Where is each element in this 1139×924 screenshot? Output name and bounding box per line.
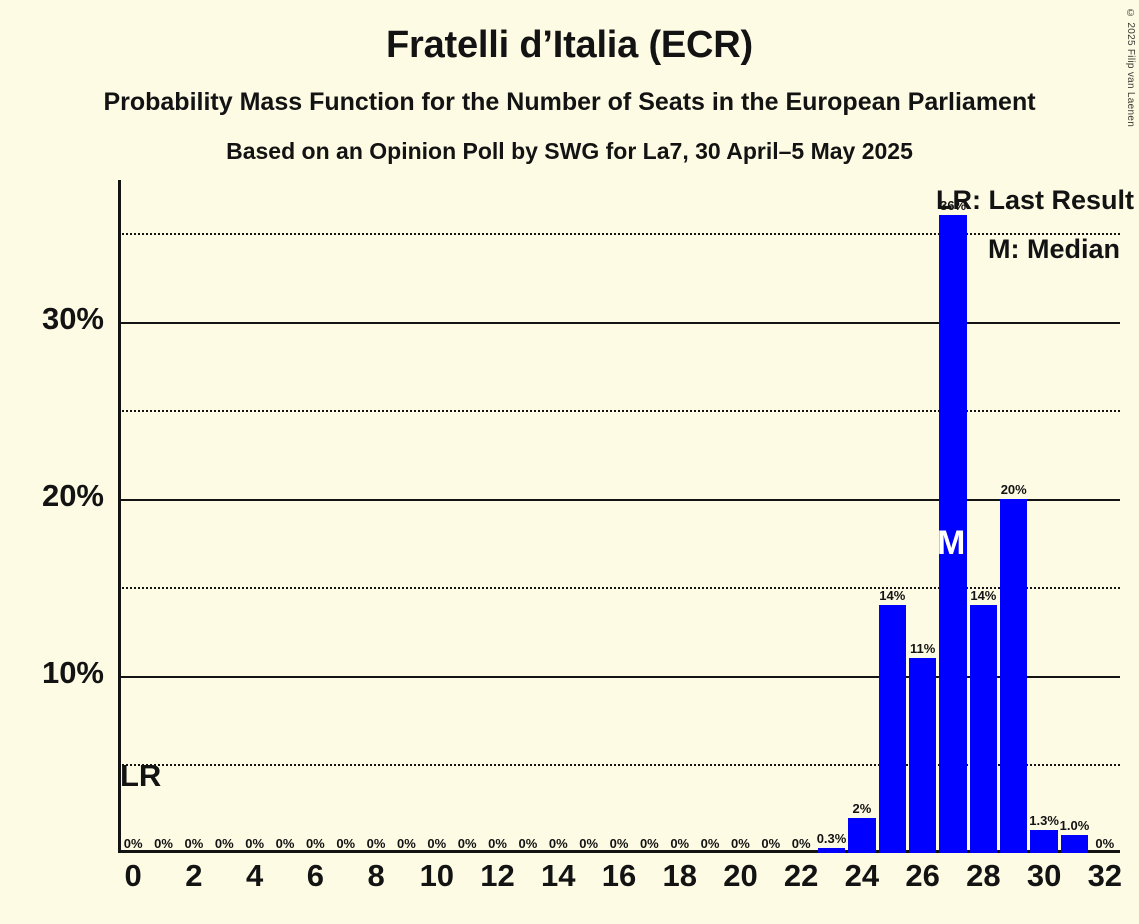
x-tick-label-28: 28 <box>966 858 1001 893</box>
x-tick-label-6: 6 <box>306 858 324 893</box>
bar-label-seat-15: 0% <box>579 836 599 851</box>
x-tick-label-20: 20 <box>723 858 758 893</box>
bar-label-seat-1: 0% <box>154 836 173 851</box>
bar-label-seat-17: 0% <box>639 836 659 851</box>
bar-label-seat-21: 0% <box>761 836 781 851</box>
bar-label-seat-28: 14% <box>970 588 997 604</box>
x-tick-label-30: 30 <box>1026 858 1062 893</box>
bar-label-seat-0: 0% <box>123 836 143 851</box>
copyright-notice: © 2025 Filip van Laenen <box>1125 8 1136 128</box>
gridline-35 <box>118 233 1120 236</box>
bar-label-seat-10: 0% <box>427 836 447 851</box>
bar-label-seat-5: 0% <box>275 836 295 851</box>
x-tick-label-24: 24 <box>844 858 880 893</box>
last-result-marker: LR <box>120 758 162 794</box>
bar-label-seat-22: 0% <box>791 836 811 851</box>
y-tick-label-10%: 10% <box>41 654 104 690</box>
y-tick-label-30%: 30% <box>41 300 104 336</box>
gridline-20 <box>118 498 1120 501</box>
x-tick-label-16: 16 <box>601 858 637 893</box>
x-axis-line <box>118 850 1120 853</box>
gridline-25 <box>118 410 1120 413</box>
bar-label-seat-16: 0% <box>609 836 629 851</box>
x-tick-label-12: 12 <box>480 858 515 893</box>
gridline-30 <box>118 321 1120 324</box>
bar-label-seat-2: 0% <box>184 836 204 851</box>
x-tick-label-18: 18 <box>662 858 697 893</box>
bar-seat-27[interactable] <box>939 215 967 853</box>
y-axis-line <box>118 180 121 853</box>
bar-label-seat-18: 0% <box>670 836 690 851</box>
bar-label-seat-25: 14% <box>879 588 906 604</box>
legend-median: M: Median <box>988 234 1120 264</box>
chart-subtitle: Probability Mass Function for the Number… <box>103 88 1036 116</box>
bar-label-seat-7: 0% <box>336 836 356 851</box>
bar-seat-31[interactable] <box>1060 835 1089 853</box>
gridline-10 <box>118 675 1120 678</box>
x-tick-label-32: 32 <box>1087 858 1123 893</box>
x-tick-label-22: 22 <box>783 858 819 893</box>
bar-label-seat-20: 0% <box>731 836 750 851</box>
gridline-5 <box>118 764 1120 767</box>
x-tick-label-14: 14 <box>541 858 576 893</box>
bar-label-seat-30: 1.3% <box>1029 812 1059 828</box>
chart-source-line: Based on an Opinion Poll by SWG for La7,… <box>226 138 913 164</box>
bar-seat-28[interactable] <box>969 605 997 853</box>
gridline-15 <box>118 587 1120 590</box>
legend-last-result: LR: Last Result <box>936 185 1135 215</box>
bar-label-seat-14: 0% <box>548 836 568 851</box>
bar-seat-30[interactable] <box>1030 829 1058 853</box>
bar-label-seat-9: 0% <box>397 836 416 851</box>
bar-label-seat-19: 0% <box>700 836 720 851</box>
bar-seat-29[interactable] <box>1000 498 1028 853</box>
bar-label-seat-27: 36% <box>939 198 967 214</box>
median-marker: M <box>937 524 966 563</box>
bar-seat-24[interactable] <box>848 817 876 853</box>
plot-area: LR M <box>118 180 1120 853</box>
bar-label-seat-26: 11% <box>909 641 936 657</box>
bar-label-seat-11: 0% <box>457 836 477 851</box>
bar-label-seat-31: 1.0% <box>1059 818 1090 834</box>
x-tick-label-26: 26 <box>905 858 940 893</box>
bar-label-seat-4: 0% <box>245 836 265 851</box>
x-tick-label-8: 8 <box>367 858 385 893</box>
bar-label-seat-23: 0.3% <box>816 830 847 846</box>
bar-label-seat-32: 0% <box>1095 836 1115 851</box>
x-tick-label-10: 10 <box>419 858 455 893</box>
bar-label-seat-8: 0% <box>366 836 386 851</box>
bar-seat-25[interactable] <box>878 605 906 853</box>
bar-label-seat-24: 2% <box>852 800 872 816</box>
bar-label-seat-6: 0% <box>305 836 325 851</box>
x-tick-label-4: 4 <box>246 858 264 893</box>
bar-label-seat-29: 20% <box>1000 481 1027 497</box>
x-tick-label-0: 0 <box>124 858 142 893</box>
bar-label-seat-13: 0% <box>518 836 538 851</box>
x-tick-label-2: 2 <box>185 858 203 893</box>
bar-seat-23[interactable] <box>817 847 846 853</box>
bar-label-seat-12: 0% <box>488 836 507 851</box>
page-title: Fratelli d’Italia (ECR) <box>385 24 753 66</box>
bar-label-seat-3: 0% <box>214 836 234 851</box>
y-tick-label-20%: 20% <box>41 477 104 513</box>
bar-seat-26[interactable] <box>908 658 937 853</box>
